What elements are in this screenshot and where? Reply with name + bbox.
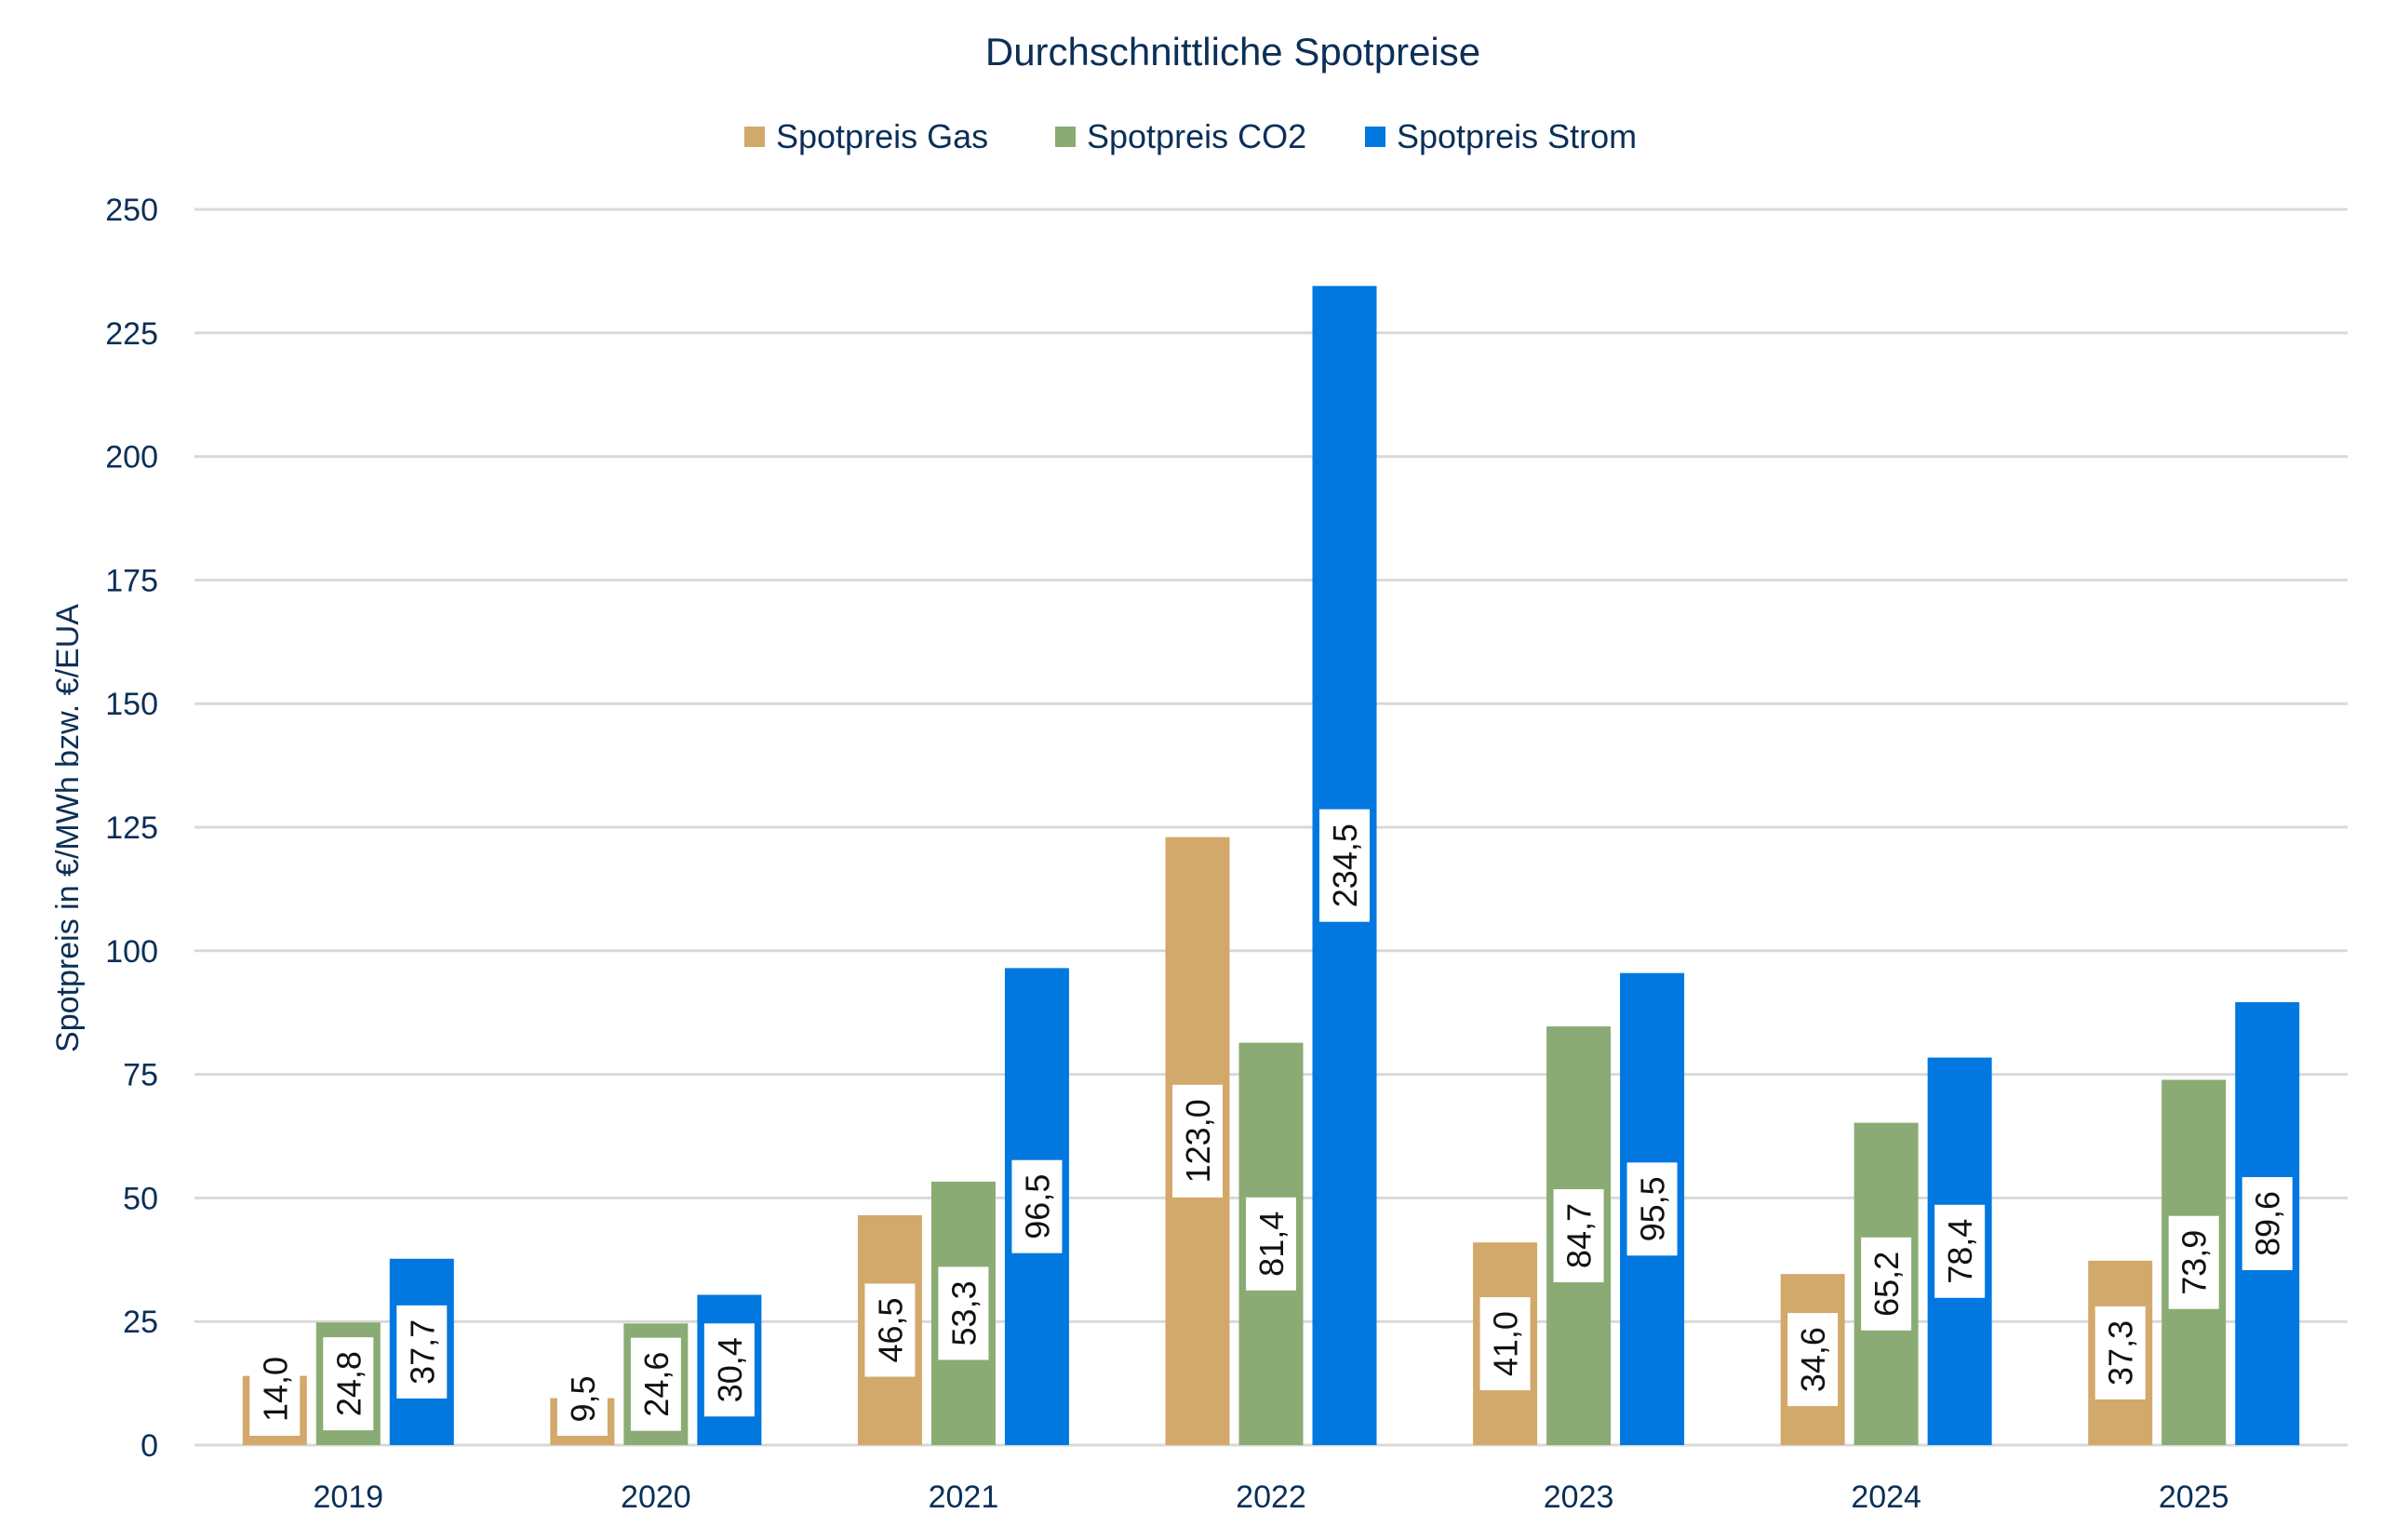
data-label: 78,4 [1941,1219,1979,1284]
y-tick-label: 150 [105,687,158,722]
legend-swatch [744,127,765,147]
data-label-box [1479,1297,1531,1391]
data-label: 41,0 [1487,1311,1525,1376]
y-tick-label: 200 [105,440,158,475]
data-label: 123,0 [1179,1099,1217,1183]
data-label: 89,6 [2249,1191,2287,1256]
data-label: 95,5 [1634,1176,1672,1241]
y-tick-label: 50 [123,1181,158,1216]
y-axis-label: Spotpreis in €/MWh bzw. €/EUA [50,604,86,1052]
data-label: 24,8 [329,1351,368,1416]
data-label-box [1172,1084,1223,1198]
data-label-box [2168,1215,2219,1309]
data-label: 37,3 [2102,1320,2140,1386]
y-tick-label: 75 [123,1058,158,1093]
data-label: 9,5 [564,1375,602,1422]
data-label-box [1011,1159,1063,1253]
y-tick-label: 100 [105,934,158,970]
data-label: 24,6 [637,1352,676,1417]
y-tick-label: 0 [141,1428,158,1464]
data-label-box [864,1283,916,1377]
x-tick-label: 2022 [1236,1480,1306,1515]
data-label: 30,4 [711,1337,749,1402]
data-label: 73,9 [2175,1230,2214,1295]
data-label: 46,5 [871,1297,909,1362]
x-axis-ticks: 2019 2020 2021 2022 2023 2024 2025 [313,1480,2228,1515]
x-tick-label: 2020 [621,1480,691,1515]
data-label-box [938,1266,989,1360]
data-label: 96,5 [1018,1174,1056,1239]
data-label-box [1861,1237,1912,1331]
x-tick-label: 2023 [1544,1480,1614,1515]
legend-swatch [1055,127,1076,147]
data-label: 53,3 [944,1280,983,1346]
legend-label: Spotpreis Gas [776,117,988,155]
data-label: 65,2 [1867,1252,1906,1317]
legend-label: Spotpreis Strom [1397,117,1637,155]
x-tick-label: 2025 [2159,1480,2229,1515]
data-label-box [1787,1313,1839,1407]
legend-label: Spotpreis CO2 [1087,117,1306,155]
data-label: 234,5 [1326,824,1364,907]
x-tick-label: 2021 [929,1480,999,1515]
data-label: 34,6 [1794,1327,1832,1392]
data-label-box [1553,1189,1604,1283]
legend: Spotpreis Gas Spotpreis CO2 Spotpreis Stro… [744,117,1637,155]
data-label: 84,7 [1560,1203,1599,1268]
data-label-box [2241,1177,2293,1271]
bars: 14,0 24,8 37,7 9,5 24,6 30,4 46,5 53,3 96,5 123,0… [242,286,2300,1446]
data-label-box [1246,1197,1296,1291]
data-label: 37,7 [403,1319,441,1385]
data-label-box [249,1343,301,1436]
gridlines [194,208,2348,1447]
data-label: 81,4 [1252,1212,1291,1277]
y-tick-label: 175 [105,563,158,598]
data-label-box [630,1337,681,1431]
data-label: 14,0 [256,1357,294,1422]
data-label-box [1319,809,1370,922]
data-label-box [1626,1162,1678,1256]
data-label-box [1934,1204,1986,1298]
data-label-box [556,1362,608,1436]
y-tick-label: 250 [105,193,158,228]
data-label-box [323,1337,374,1431]
y-axis-ticks: 0 25 50 75 100 125 150 175 200 225 250 [105,193,158,1464]
data-label-box [396,1305,448,1399]
chart-title: Durchschnittliche Spotpreise [985,30,1480,74]
y-tick-label: 125 [105,810,158,846]
legend-swatch [1365,127,1385,147]
y-tick-label: 225 [105,316,158,352]
data-label-box [703,1323,755,1417]
x-tick-label: 2019 [313,1480,383,1515]
y-tick-label: 25 [123,1305,158,1340]
data-label-box [2094,1306,2146,1399]
x-tick-label: 2024 [1851,1480,1921,1515]
